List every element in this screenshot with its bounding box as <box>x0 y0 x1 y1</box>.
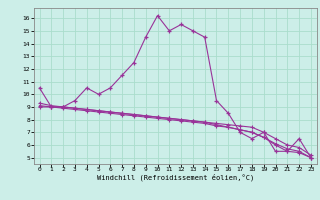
X-axis label: Windchill (Refroidissement éolien,°C): Windchill (Refroidissement éolien,°C) <box>97 174 254 181</box>
